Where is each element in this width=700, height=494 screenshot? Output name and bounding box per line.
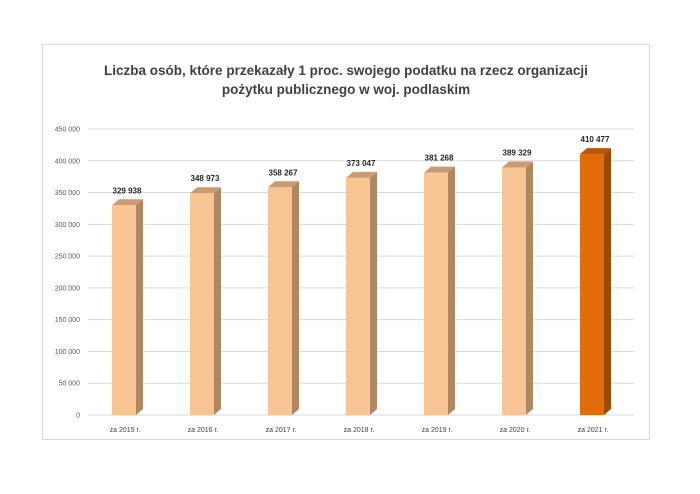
- x-tick-label: za 2019 r.: [422, 427, 453, 434]
- bar-top: [190, 187, 221, 194]
- y-tick-label: 400 000: [55, 158, 80, 165]
- x-tick-label: za 2016 r.: [188, 427, 219, 434]
- bar-side: [136, 199, 143, 415]
- x-tick-label: za 2015 r.: [110, 427, 141, 434]
- y-tick-label: 300 000: [55, 222, 80, 229]
- y-tick-label: 200 000: [55, 285, 80, 292]
- y-tick-label: 0: [76, 413, 80, 420]
- y-tick-label: 450 000: [55, 127, 80, 134]
- y-tick-label: 250 000: [55, 254, 80, 261]
- x-tick-label: za 2018 r.: [344, 427, 375, 434]
- data-label: 381 268: [425, 154, 454, 163]
- bar-top: [346, 171, 377, 178]
- bar-side: [370, 171, 377, 415]
- bar-side: [448, 166, 455, 415]
- x-tick-label: za 2020 r.: [500, 427, 531, 434]
- bar: [424, 172, 448, 415]
- chart-title: Liczba osób, które przekazały 1 proc. sw…: [43, 61, 649, 99]
- y-tick-label: 350 000: [55, 190, 80, 197]
- bar: [346, 177, 370, 415]
- bar-top: [502, 161, 533, 168]
- bar-side: [214, 187, 221, 415]
- data-label: 410 477: [581, 135, 610, 144]
- y-tick-label: 150 000: [55, 317, 80, 324]
- bar: [268, 187, 292, 415]
- bar-top: [268, 181, 299, 188]
- bar-top: [580, 148, 611, 155]
- data-label: 329 938: [113, 186, 142, 195]
- x-tick-label: za 2017 r.: [266, 427, 297, 434]
- bar-side: [526, 161, 533, 415]
- data-label: 389 329: [503, 149, 532, 158]
- bar: [580, 154, 604, 415]
- chart-title-line-2: pożytku publicznego w woj. podlaskim: [221, 82, 471, 97]
- bar-side: [604, 148, 611, 415]
- bar-side: [292, 181, 299, 415]
- y-tick-label: 100 000: [55, 349, 80, 356]
- data-label: 358 267: [269, 168, 298, 177]
- bar: [502, 167, 526, 415]
- bar-top: [424, 166, 455, 173]
- chart-title-line-1: Liczba osób, które przekazały 1 proc. sw…: [104, 63, 588, 78]
- data-label: 373 047: [347, 159, 376, 168]
- y-tick-label: 50 000: [59, 381, 81, 388]
- bar: [190, 193, 214, 415]
- bar: [112, 205, 136, 415]
- data-label: 348 973: [191, 174, 220, 183]
- x-tick-label: za 2021 r.: [578, 427, 609, 434]
- bar-top: [112, 199, 143, 206]
